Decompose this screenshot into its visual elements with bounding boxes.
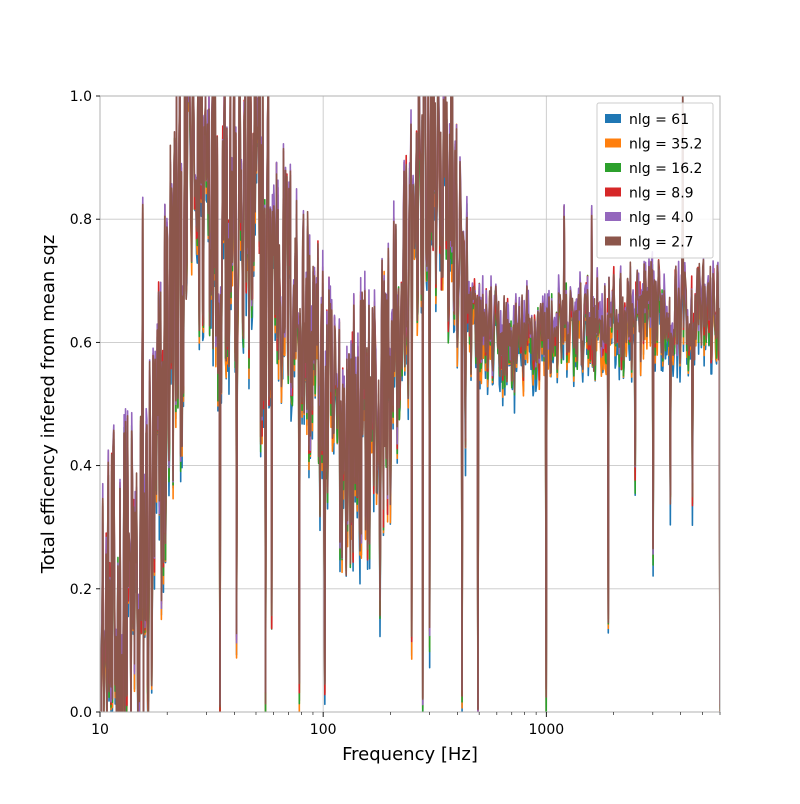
y-tick-label: 0.8: [70, 212, 92, 228]
plot-frame: [99, 95, 721, 713]
x-tick-label: 10: [91, 722, 109, 738]
y-tick-label: 0.2: [70, 582, 92, 598]
legend-swatch: [605, 114, 621, 123]
x-tick-label: 1000: [529, 722, 565, 738]
legend-label: nlg = 2.7: [629, 235, 694, 251]
legend-box: [596, 102, 714, 259]
legend-label: nlg = 16.2: [629, 161, 702, 177]
x-tick-label: 100: [310, 722, 337, 738]
y-tick-label: 0.0: [70, 705, 92, 721]
legend-swatch: [605, 138, 621, 148]
legend-label: nlg = 8.9: [629, 186, 694, 202]
y-tick-label: 1.0: [70, 89, 92, 105]
legend-label: nlg = 35.2: [629, 137, 702, 153]
legend-swatch: [605, 236, 621, 246]
series-layer: [100, 96, 720, 712]
axis-ticks: 0.0 0.2 0.4 0.6 0.8 1.0 10 100 1000: [70, 89, 721, 738]
y-tick-label: 0.6: [70, 335, 92, 351]
x-axis-label: Frequency [Hz]: [342, 744, 478, 765]
y-tick-label: 0.4: [70, 459, 92, 475]
legend-label: nlg = 61: [629, 112, 689, 128]
legend: nlg = 61 nlg = 35.2 nlg = 16.2 nlg = 8.9 nlg…: [596, 102, 714, 259]
series-line: [100, 96, 720, 712]
legend-swatch: [605, 163, 621, 172]
legend-swatch: [605, 187, 621, 197]
y-axis-label: Total efficency infered from mean sqz: [38, 235, 59, 575]
legend-swatch: [605, 212, 621, 221]
legend-label: nlg = 4.0: [629, 210, 694, 226]
